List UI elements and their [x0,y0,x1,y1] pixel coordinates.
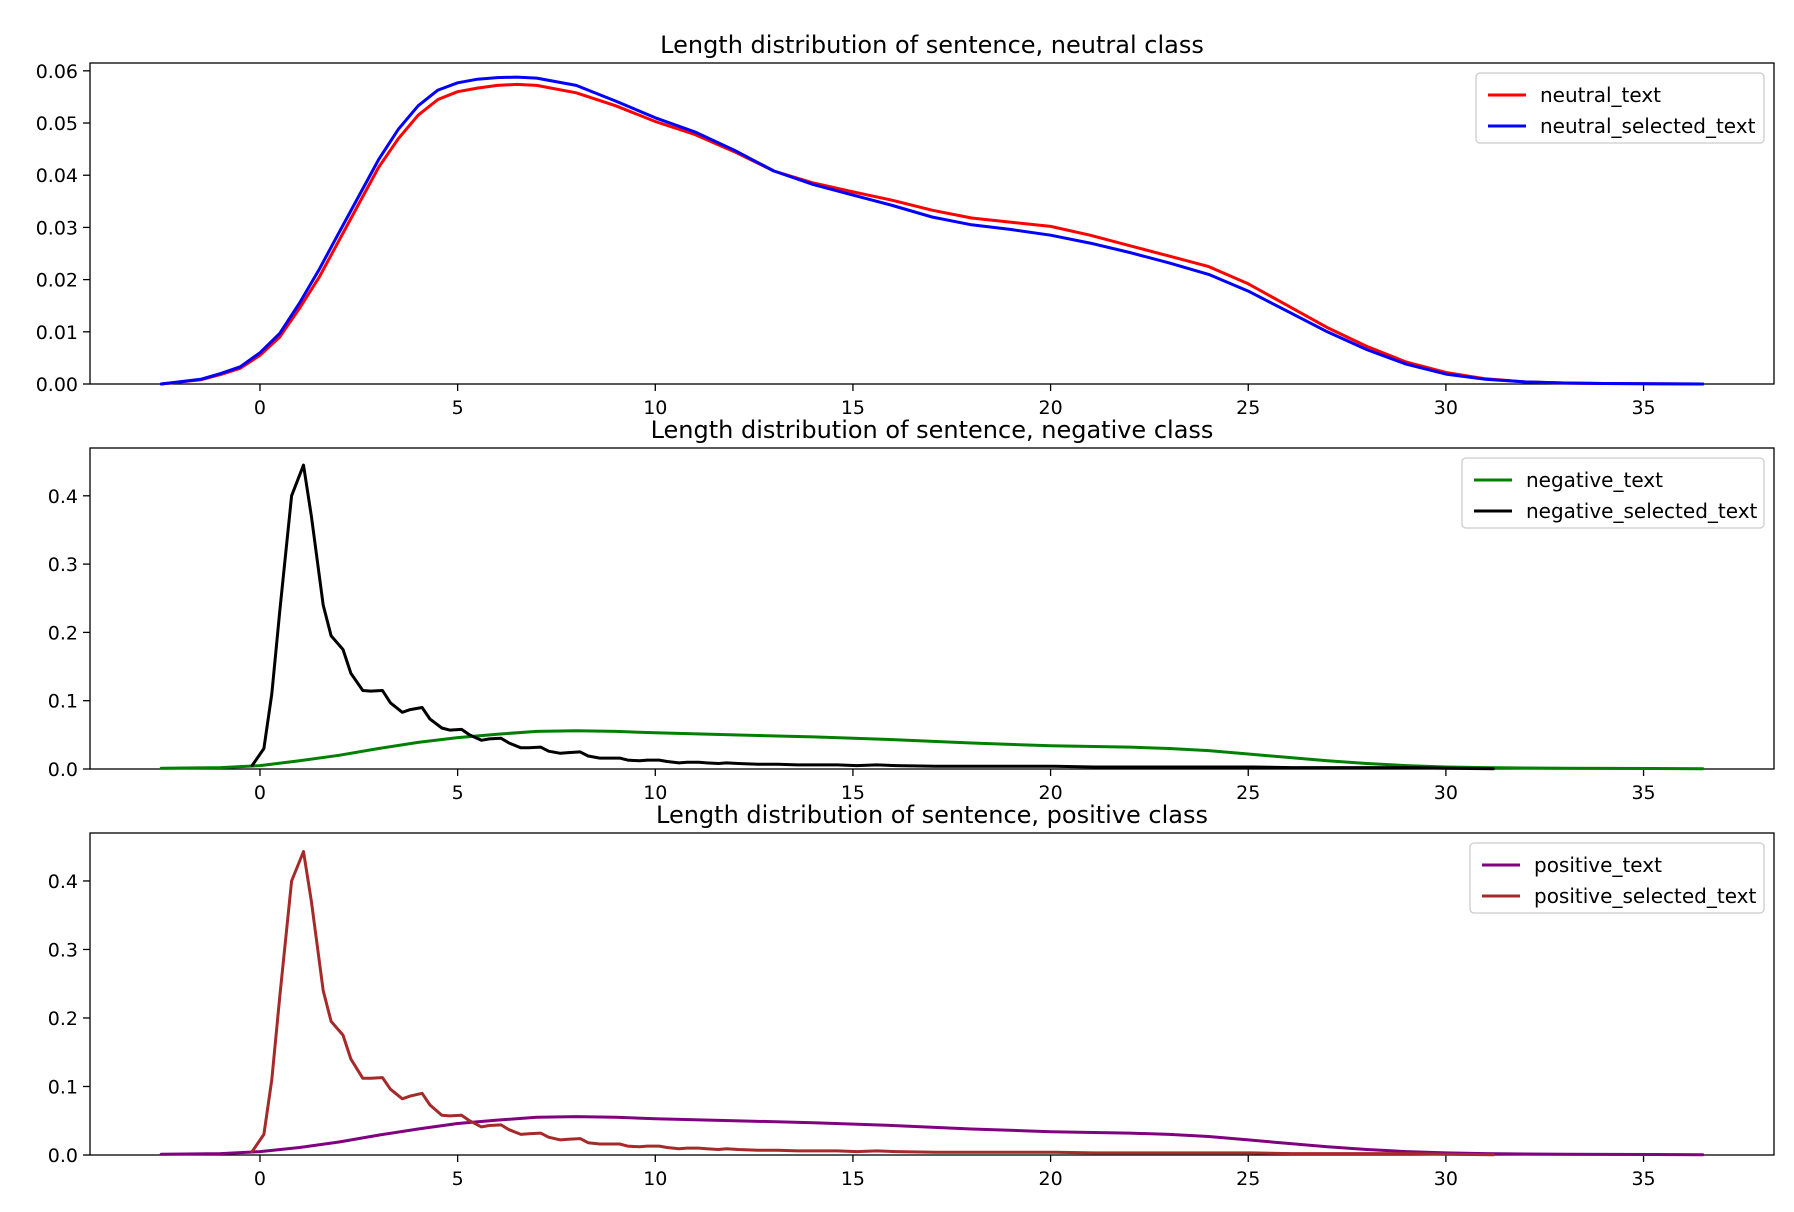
series-line-positive_text [159,1115,1705,1157]
x-tick-label: 25 [1236,782,1260,804]
x-tick-label: 0 [254,397,266,419]
y-tick-label: 0.03 [36,217,78,239]
y-tick-label: 0.0 [48,1145,78,1167]
x-tick-label: 0 [254,782,266,804]
x-tick-label: 30 [1434,782,1458,804]
series-line-negative_text [159,729,1705,771]
x-tick-label: 20 [1038,397,1062,419]
x-tick-label: 5 [452,397,464,419]
chart-title: Length distribution of sentence, neutral… [660,31,1204,59]
x-tick-label: 5 [452,1168,464,1190]
y-tick-label: 0.04 [36,165,78,187]
y-tick-label: 0.05 [36,113,78,135]
x-tick-label: 35 [1631,1168,1655,1190]
y-tick-label: 0.1 [48,691,78,713]
x-tick-label: 25 [1236,1168,1260,1190]
x-tick-label: 35 [1631,782,1655,804]
x-tick-label: 15 [841,782,865,804]
y-tick-label: 0.2 [48,1008,78,1030]
x-tick-label: 20 [1038,1168,1062,1190]
x-tick-label: 10 [643,782,667,804]
legend-label: negative_selected_text [1526,499,1758,523]
legend-box [1475,72,1765,144]
chart-title: Length distribution of sentence, negativ… [651,416,1214,444]
y-tick-label: 0.4 [48,486,78,508]
x-tick-label: 25 [1236,397,1260,419]
y-tick-label: 0.1 [48,1076,78,1098]
y-tick-label: 0.4 [48,871,78,893]
y-tick-label: 0.02 [36,270,78,292]
x-tick-label: 5 [452,782,464,804]
y-tick-label: 0.3 [48,554,78,576]
y-tick-label: 0.00 [36,374,78,396]
x-tick-label: 30 [1434,1168,1458,1190]
y-tick-label: 0.0 [48,759,78,781]
y-tick-label: 0.3 [48,939,78,961]
y-tick-label: 0.2 [48,622,78,644]
legend-label: positive_selected_text [1534,884,1757,908]
legend-label: positive_text [1534,853,1662,877]
series-line-neutral_selected_text [159,75,1705,386]
legend-label: neutral_selected_text [1540,114,1756,138]
y-tick-label: 0.01 [36,322,78,344]
series-line-negative_selected_text [250,463,1495,771]
legend-box [1461,457,1765,529]
legend-label: negative_text [1526,468,1663,492]
x-tick-label: 15 [841,397,865,419]
x-tick-label: 0 [254,1168,266,1190]
y-tick-label: 0.06 [36,61,78,83]
series-line-positive_selected_text [250,850,1495,1157]
x-tick-label: 35 [1631,397,1655,419]
x-tick-label: 10 [643,397,667,419]
legend-box [1469,842,1765,914]
x-tick-label: 10 [643,1168,667,1190]
x-tick-label: 20 [1038,782,1062,804]
chart-title: Length distribution of sentence, positiv… [656,801,1208,829]
legend-label: neutral_text [1540,83,1661,107]
x-tick-label: 30 [1434,397,1458,419]
x-tick-label: 15 [841,1168,865,1190]
